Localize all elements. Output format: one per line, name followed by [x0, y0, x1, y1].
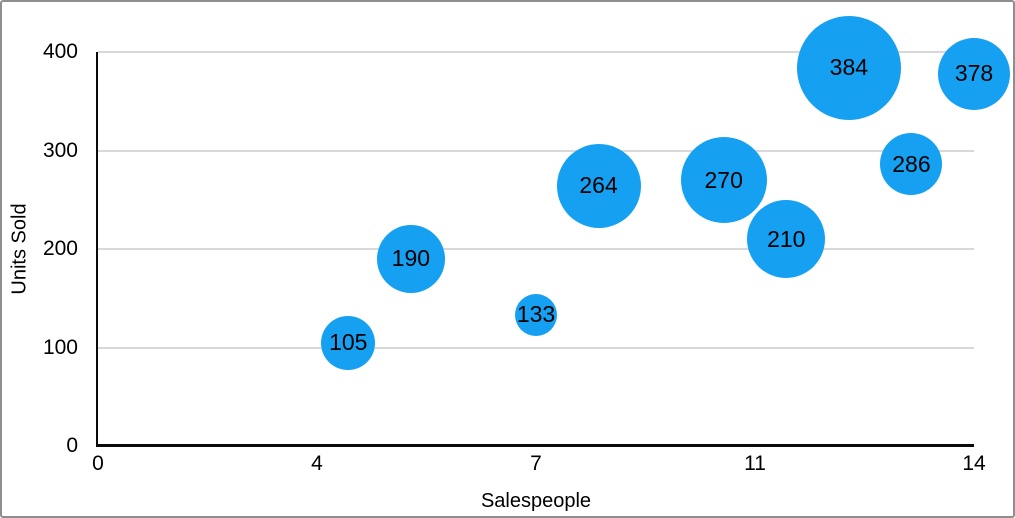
bubble-286[interactable]: 286	[880, 133, 943, 196]
y-tick-label-400: 400	[42, 40, 78, 63]
bubble-value-label: 210	[767, 225, 806, 252]
y-tick-label-300: 300	[42, 138, 78, 162]
x-tick-label-0: 0	[92, 452, 104, 475]
bubble-value-label: 270	[704, 166, 743, 193]
bubble-105[interactable]: 105	[321, 315, 376, 370]
bubble-value-label: 190	[391, 245, 431, 272]
x-tick-label-7: 7	[530, 452, 542, 475]
gridline-y-200	[98, 248, 974, 250]
x-tick-label-14: 14	[962, 452, 986, 475]
bubble-value-label: 105	[329, 329, 368, 356]
bubble-378[interactable]: 378	[938, 37, 1010, 110]
y-tick-label-0: 0	[66, 434, 78, 457]
gridline-y-300	[98, 149, 974, 152]
y-axis-line	[96, 52, 98, 447]
y-tick-label-200: 200	[42, 237, 78, 260]
bubble-190[interactable]: 190	[376, 224, 445, 293]
gridline-y-100	[98, 346, 974, 349]
bubble-value-label: 264	[579, 172, 618, 199]
bubble-value-label: 378	[954, 60, 994, 87]
x-axis-line	[96, 444, 974, 447]
x-tick-label-4: 4	[311, 452, 323, 475]
x-tick-label-11: 11	[744, 452, 766, 475]
x-axis-title: Salespeople	[480, 490, 592, 512]
gridline-y-400	[98, 51, 974, 53]
bubble-264[interactable]: 264	[556, 143, 641, 228]
bubble-value-label: 133	[516, 301, 556, 328]
bubble-210[interactable]: 210	[747, 200, 826, 279]
bubble-value-label: 286	[892, 150, 931, 177]
bubble-value-label: 384	[829, 54, 869, 81]
bubble-133[interactable]: 133	[515, 293, 557, 336]
bubble-270[interactable]: 270	[680, 137, 767, 224]
y-tick-label-100: 100	[42, 335, 78, 359]
bubble-384[interactable]: 384	[796, 15, 901, 120]
